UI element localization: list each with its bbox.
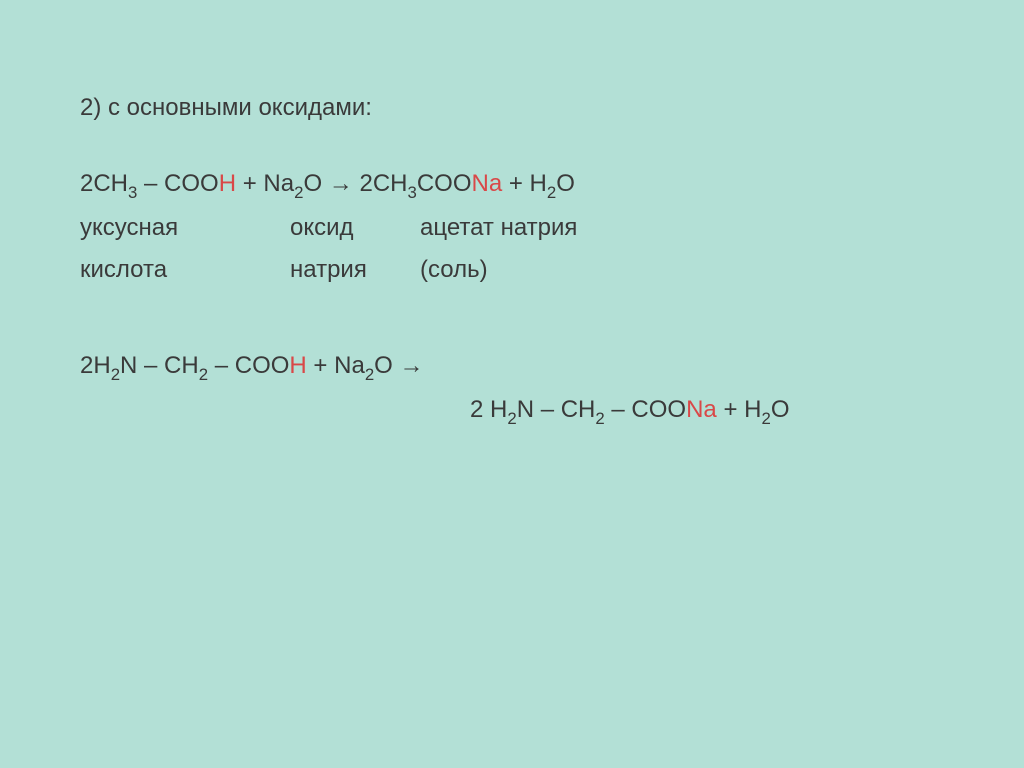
eq2-sub5: 2 xyxy=(595,409,604,428)
eq1-arrow: → xyxy=(322,170,359,197)
equation-1: 2CH3 – COOH + Na2O → 2CH3COONa + H2O xyxy=(80,166,944,204)
eq2-p1-n: N – CH xyxy=(517,396,596,423)
eq1-product1-part1: 2CH xyxy=(359,170,407,197)
label1-col1: уксусная xyxy=(80,210,290,246)
eq1-na-highlight: Na xyxy=(472,170,503,197)
eq1-sub2: 2 xyxy=(294,183,303,202)
eq1-reactant2-o: O xyxy=(303,170,322,197)
label1-col2: оксид xyxy=(290,210,420,246)
labels-1-line1: уксуснаяоксидацетат натрия xyxy=(80,210,944,246)
equation-1-block: 2CH3 – COOH + Na2O → 2CH3COONa + H2O укс… xyxy=(80,166,944,288)
eq1-sub1: 3 xyxy=(128,183,137,202)
eq2-p1-prefix: 2 H xyxy=(470,396,507,423)
eq1-reactant2: Na xyxy=(263,170,294,197)
eq2-plus1: + xyxy=(307,352,334,379)
eq2-sub4: 2 xyxy=(507,409,516,428)
label2-col1: кислота xyxy=(80,252,290,288)
eq2-sub1: 2 xyxy=(111,365,120,384)
eq1-reactant1-part1: 2CH xyxy=(80,170,128,197)
eq2-arrow: → xyxy=(393,352,424,379)
eq2-h-highlight: H xyxy=(289,352,306,379)
eq1-sub3: 3 xyxy=(407,183,416,202)
eq2-r1-n: N – CH xyxy=(120,352,199,379)
eq2-p2-plus: + H xyxy=(717,396,762,423)
eq1-product2-o: O xyxy=(556,170,575,197)
eq2-p2-o: O xyxy=(771,396,790,423)
equation-2-block: 2H2N – CH2 – COOH + Na2O → 2 H2N – CH2 –… xyxy=(80,348,944,430)
eq2-sub2: 2 xyxy=(199,365,208,384)
eq1-plus1: + xyxy=(236,170,263,197)
label2-col3: (соль) xyxy=(420,256,488,283)
section-title: 2) с основными оксидами: xyxy=(80,90,944,126)
eq1-sub4: 2 xyxy=(547,183,556,202)
eq2-sub6: 2 xyxy=(761,409,770,428)
eq2-r2-o: O xyxy=(374,352,393,379)
eq2-r1-prefix: 2H xyxy=(80,352,111,379)
label1-col3: ацетат натрия xyxy=(420,214,577,241)
labels-1-line2: кислотанатрия(соль) xyxy=(80,252,944,288)
eq1-h-highlight: H xyxy=(219,170,236,197)
eq1-product1-coo: COO xyxy=(417,170,472,197)
label2-col2: натрия xyxy=(290,252,420,288)
eq2-sub3: 2 xyxy=(365,365,374,384)
eq2-na-highlight: Na xyxy=(686,396,717,423)
eq2-r1-coo: – COO xyxy=(208,352,289,379)
eq1-reactant1-part2: – COO xyxy=(137,170,218,197)
equation-2-products: 2 H2N – CH2 – COONa + H2O xyxy=(80,392,944,430)
eq1-product2-plus: + H xyxy=(502,170,547,197)
equation-2-reactants: 2H2N – CH2 – COOH + Na2O → xyxy=(80,348,944,386)
eq2-r2: Na xyxy=(334,352,365,379)
eq2-p1-coo: – COO xyxy=(605,396,686,423)
